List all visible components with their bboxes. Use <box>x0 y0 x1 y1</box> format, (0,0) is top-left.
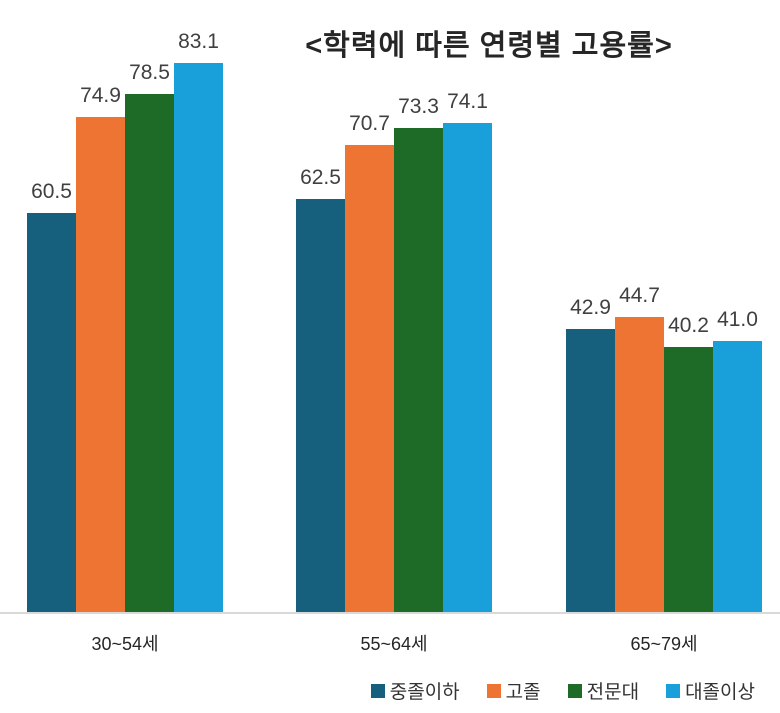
bar-series-3-group-2 <box>394 128 443 612</box>
bar-cell: 74.9 <box>76 0 125 612</box>
bar-series-1-group-3 <box>566 329 615 612</box>
bar-group-1: 60.5 74.9 78.5 83.1 <box>27 0 223 612</box>
bar-value-label: 41.0 <box>717 308 758 331</box>
bar-cell: 42.9 <box>566 0 615 612</box>
bar-series-3-group-3 <box>664 347 713 612</box>
bar-series-4-group-3 <box>713 341 762 612</box>
bar-cell: 40.2 <box>664 0 713 612</box>
plot-area: 60.5 74.9 78.5 83.1 62.5 70.7 73.3 74.1 42.9 44.7… <box>0 0 780 614</box>
bar-cell: 62.5 <box>296 0 345 612</box>
legend-label: 대졸이상 <box>685 682 755 703</box>
bar-cell: 83.1 <box>174 0 223 612</box>
bar-value-label: 74.1 <box>447 90 488 113</box>
x-axis-label-2: 55~64세 <box>360 634 428 654</box>
bar-value-label: 83.1 <box>178 30 219 53</box>
legend: 중졸이하 고졸 전문대 대졸이상 <box>370 677 755 704</box>
bar-cell: 60.5 <box>27 0 76 612</box>
legend-item-1: 중졸이하 <box>370 677 460 704</box>
bar-cell: 41.0 <box>713 0 762 612</box>
bar-series-1-group-1 <box>27 213 76 612</box>
legend-marker-icon <box>567 683 582 698</box>
bar-value-label: 44.7 <box>619 284 660 307</box>
legend-marker-icon <box>666 683 681 698</box>
bar-value-label: 70.7 <box>349 112 390 135</box>
bar-cell: 70.7 <box>345 0 394 612</box>
bar-value-label: 73.3 <box>398 95 439 118</box>
bar-value-label: 62.5 <box>300 166 341 189</box>
bar-value-label: 60.5 <box>31 180 72 203</box>
bar-series-2-group-1 <box>76 117 125 612</box>
bar-series-1-group-2 <box>296 199 345 612</box>
bar-group-2: 62.5 70.7 73.3 74.1 <box>296 0 492 612</box>
bar-series-4-group-1 <box>174 63 223 612</box>
legend-label: 중졸이하 <box>389 682 460 703</box>
legend-label: 고졸 <box>505 682 541 703</box>
bar-value-label: 74.9 <box>80 84 121 107</box>
bar-group-3: 42.9 44.7 40.2 41.0 <box>566 0 762 612</box>
bar-series-4-group-2 <box>443 123 492 612</box>
chart-title: <학력에 따른 연령별 고용률> <box>305 30 673 62</box>
bar-series-2-group-3 <box>615 317 664 612</box>
legend-item-4: 대졸이상 <box>666 677 755 704</box>
legend-item-2: 고졸 <box>486 677 541 704</box>
legend-marker-icon <box>370 683 385 698</box>
bar-series-3-group-1 <box>125 94 174 612</box>
bar-series-2-group-2 <box>345 145 394 612</box>
bar-value-label: 42.9 <box>570 296 611 319</box>
bar-cell: 73.3 <box>394 0 443 612</box>
x-axis-label-3: 65~79세 <box>630 634 698 654</box>
bar-cell: 74.1 <box>443 0 492 612</box>
legend-item-3: 전문대 <box>567 677 640 704</box>
bar-cell: 44.7 <box>615 0 664 612</box>
legend-marker-icon <box>486 683 501 698</box>
bar-cell: 78.5 <box>125 0 174 612</box>
x-axis-labels: 30~54세 55~64세 65~79세 <box>0 630 780 656</box>
legend-label: 전문대 <box>586 682 640 703</box>
x-axis-label-1: 30~54세 <box>91 634 159 654</box>
bar-value-label: 40.2 <box>668 314 709 337</box>
bar-value-label: 78.5 <box>129 61 170 84</box>
